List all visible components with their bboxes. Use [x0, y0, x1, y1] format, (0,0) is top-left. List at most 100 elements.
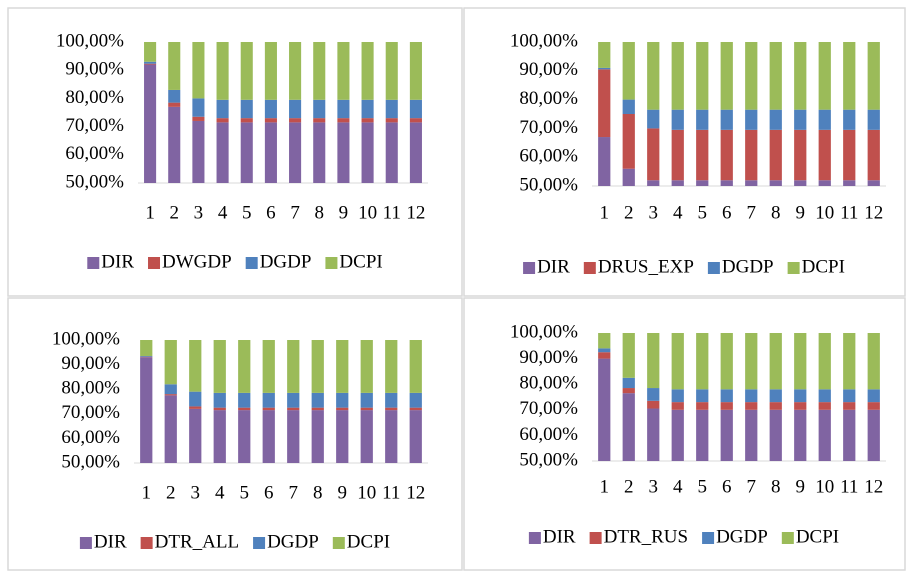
legend-swatch: [523, 262, 536, 274]
x-tick-label: 2: [170, 202, 180, 223]
bar-segment: [168, 89, 181, 103]
bar-segment: [264, 118, 277, 123]
legend-label: DIR: [543, 526, 576, 547]
bar-segment: [622, 99, 635, 114]
x-tick-label: 4: [673, 476, 683, 497]
bar-segment: [769, 109, 782, 130]
x-tick-label: 6: [266, 202, 276, 223]
y-tick-label: 80,00%: [61, 378, 120, 399]
x-tick-label: 2: [624, 476, 634, 497]
legend-swatch: [332, 537, 345, 549]
bar-segment: [337, 42, 350, 100]
bar-segment: [745, 42, 758, 110]
bar-segment: [622, 393, 635, 461]
bar-segment: [409, 407, 422, 411]
bar-segment: [769, 409, 782, 461]
x-tick-label: 8: [315, 202, 325, 223]
bar-segment: [598, 67, 611, 70]
bar-segment: [189, 408, 202, 463]
bar-segment: [720, 180, 733, 186]
bar-segment: [671, 42, 684, 110]
bar-segment: [696, 389, 709, 403]
legend-swatch: [253, 537, 266, 549]
bar-segment: [385, 118, 398, 123]
bar-segment: [164, 394, 177, 396]
bar-segment: [311, 392, 324, 408]
bar-segment: [337, 118, 350, 123]
bar-segment: [720, 129, 733, 181]
bar-segment: [622, 42, 635, 100]
legend-swatch: [781, 532, 794, 544]
bar-segment: [216, 99, 229, 119]
x-tick-label: 3: [194, 202, 204, 223]
bar-segment: [287, 340, 300, 393]
legend-label: DCPI: [339, 251, 382, 272]
bar-segment: [262, 407, 275, 411]
bar-segment: [361, 118, 374, 123]
y-tick-label: 50,00%: [519, 449, 578, 470]
bar-segment: [867, 180, 880, 186]
x-tick-label: 12: [864, 476, 883, 497]
bar-segment: [289, 42, 302, 100]
bar-segment: [818, 129, 831, 181]
y-tick-label: 60,00%: [519, 424, 578, 445]
bar-segment: [240, 118, 253, 123]
bar-segment: [216, 122, 229, 183]
legend-swatch: [245, 257, 258, 269]
x-tick-label: 5: [242, 202, 252, 223]
bar-segment: [794, 42, 807, 110]
bar-segment: [745, 402, 758, 410]
bar-segment: [598, 352, 611, 359]
bar-segment: [409, 42, 422, 100]
bar-segment: [598, 333, 611, 349]
bar-segment: [598, 137, 611, 186]
bar-segment: [168, 106, 181, 183]
bar-segment: [818, 109, 831, 130]
bar-segment: [843, 402, 856, 410]
bar-segment: [313, 99, 326, 119]
bar-segment: [671, 402, 684, 410]
legend-label: DIR: [94, 531, 127, 552]
bar-segment: [337, 99, 350, 119]
x-tick-label: 1: [145, 202, 155, 223]
bar-segment: [385, 410, 398, 463]
bar-segment: [361, 99, 374, 119]
x-tick-label: 2: [624, 202, 634, 223]
legend-swatch: [589, 532, 602, 544]
x-tick-label: 6: [264, 482, 274, 503]
bar-segment: [867, 409, 880, 461]
bar-segment: [168, 42, 181, 90]
y-tick-label: 90,00%: [61, 353, 120, 374]
bar-segment: [647, 333, 660, 389]
legend-label: DGDP: [260, 251, 312, 272]
bar-segment: [144, 63, 157, 65]
bar-segment: [622, 377, 635, 389]
bar-segment: [818, 409, 831, 461]
bar-segment: [264, 122, 277, 183]
x-tick-label: 8: [313, 482, 323, 503]
legend-label: DGDP: [722, 256, 774, 277]
bar-segment: [745, 129, 758, 181]
bar-segment: [745, 389, 758, 403]
bar-segment: [598, 348, 611, 353]
bar-segment: [360, 392, 373, 408]
y-tick-label: 100,00%: [510, 30, 578, 51]
bar-segment: [311, 407, 324, 411]
bar-segment: [696, 333, 709, 390]
x-tick-label: 10: [815, 476, 834, 497]
legend-label: DGDP: [716, 526, 768, 547]
bar-segment: [671, 180, 684, 186]
bar-segment: [647, 180, 660, 186]
bar-segment: [622, 168, 635, 186]
bar-segment: [164, 395, 177, 463]
legend-label: DIR: [537, 256, 570, 277]
bar-segment: [671, 333, 684, 390]
bar-segment: [140, 357, 153, 463]
panel-frame: [463, 297, 906, 571]
bar-segment: [794, 333, 807, 390]
bar-segment: [289, 118, 302, 123]
bar-segment: [647, 128, 660, 181]
bar-segment: [213, 410, 226, 463]
x-tick-label: 4: [673, 202, 683, 223]
x-tick-label: 11: [840, 476, 858, 497]
